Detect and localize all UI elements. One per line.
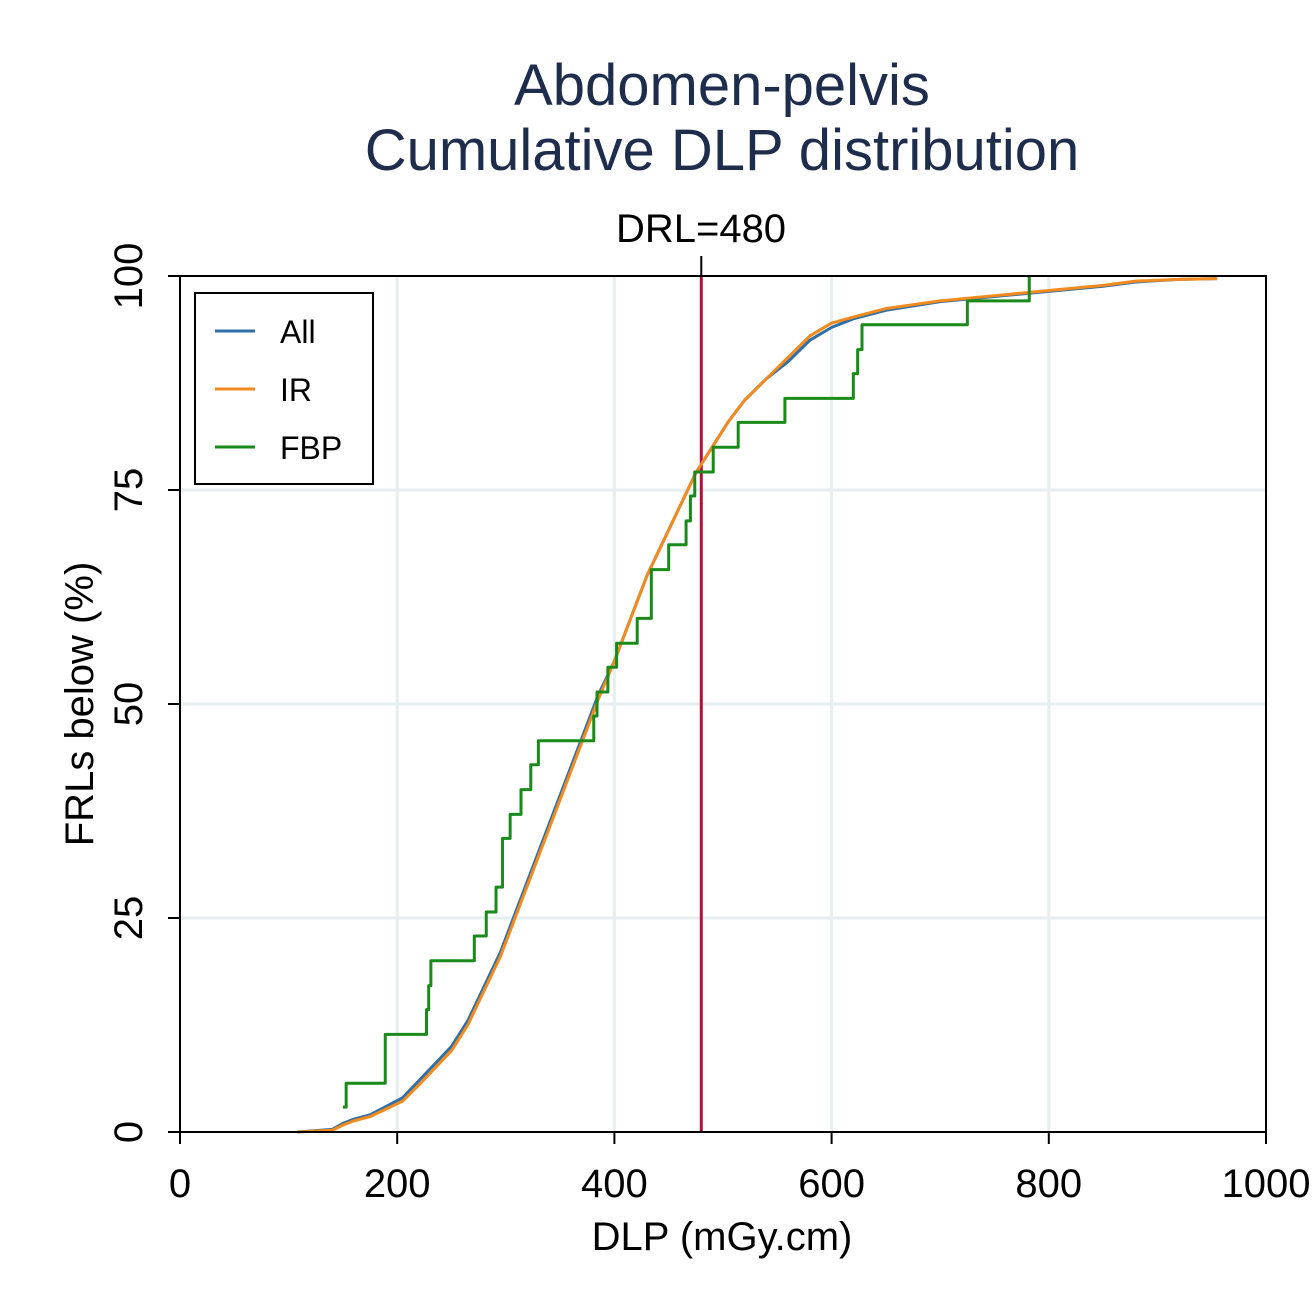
legend-label-ir: IR: [280, 372, 312, 408]
x-tick-label: 200: [364, 1162, 431, 1206]
grid-layer: [180, 276, 1266, 1132]
x-tick-label: 600: [798, 1162, 865, 1206]
y-tick-label: 25: [107, 896, 151, 941]
reference-line-label: DRL=480: [616, 207, 786, 251]
legend: All IR FBP: [194, 292, 374, 485]
series-line-ir: [297, 277, 1218, 1134]
x-axis-label: DLP (mGy.cm): [592, 1215, 853, 1259]
legend-label-fbp: FBP: [280, 430, 342, 466]
y-tick-label: 50: [107, 682, 151, 727]
y-tick-label: 75: [107, 468, 151, 513]
legend-label-all: All: [280, 314, 316, 350]
x-tick-label: 400: [581, 1162, 648, 1206]
chart-title: Abdomen-pelvis: [514, 53, 930, 118]
series-layer: [297, 276, 1218, 1134]
x-tick-label: 1000: [1222, 1162, 1311, 1206]
series-line-fbp: [342, 276, 1031, 1109]
x-tick-label: 0: [169, 1162, 191, 1206]
x-tick-label: 800: [1015, 1162, 1082, 1206]
chart-subtitle: Cumulative DLP distribution: [365, 118, 1080, 183]
y-tick-label: 100: [107, 243, 151, 310]
y-tick-label: 0: [107, 1121, 151, 1143]
axis-layer: 0 200 400 600 800 1000 0 25 50 75 100: [107, 243, 1310, 1206]
y-axis-label: FRLs below (%): [58, 562, 102, 847]
